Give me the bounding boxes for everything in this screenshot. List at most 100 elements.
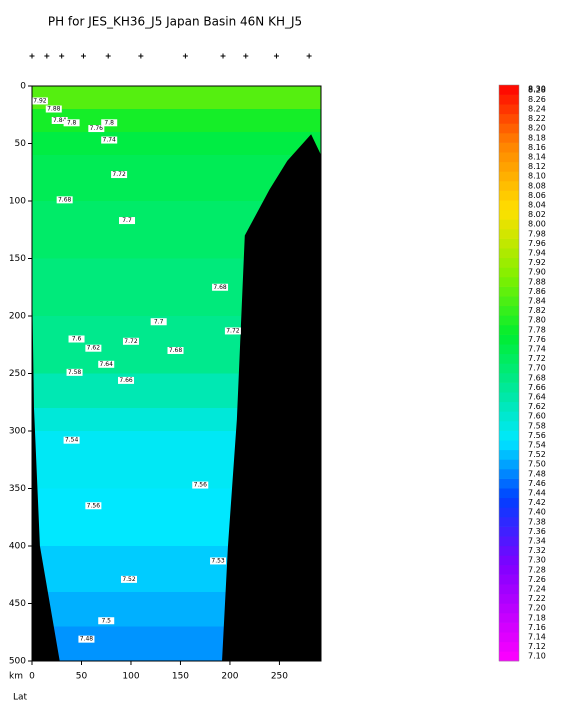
- colorbar-label: 7.28: [528, 565, 546, 574]
- contour-label: 7.68: [58, 196, 72, 203]
- contour-label-box: [85, 344, 102, 352]
- contour-label: 7.52: [122, 576, 136, 583]
- colorbar-segment: [499, 574, 519, 585]
- colorbar-segment: [499, 373, 519, 383]
- contour-label: 7.84: [53, 117, 67, 124]
- colorbar-label: 7.48: [528, 469, 546, 478]
- y-tick-label: 450: [9, 599, 26, 609]
- contour-label-box: [56, 196, 73, 204]
- colorbar-segment: [499, 277, 519, 287]
- contour-label: 7.88: [47, 106, 61, 113]
- x-tick-label: 50: [76, 672, 88, 682]
- colorbar-segment: [499, 411, 519, 422]
- colorbar-label: 7.62: [528, 402, 546, 411]
- x-tick-label: 100: [122, 672, 139, 682]
- contour-label: 7.54: [65, 437, 79, 444]
- contour-label-box: [224, 327, 241, 335]
- contour-label-box: [98, 617, 115, 625]
- colorbar-label: 7.66: [528, 383, 546, 392]
- colorbar-segment: [499, 104, 519, 115]
- colorbar-label: 8.20: [528, 124, 546, 133]
- contour-label-box: [45, 105, 62, 113]
- colorbar-segment: [499, 440, 519, 451]
- colorbar-segment: [499, 421, 519, 431]
- colorbar-segment: [499, 334, 519, 345]
- colorbar-segment: [499, 382, 519, 393]
- colorbar-label: 8.22: [528, 114, 546, 123]
- y-tick-label: 150: [9, 254, 26, 264]
- colorbar-label: 7.46: [528, 479, 546, 488]
- contour-label-box: [51, 117, 68, 124]
- contour-label: 7.72: [112, 171, 126, 178]
- colorbar-label: 8.08: [528, 181, 546, 190]
- colorbar-segment: [499, 286, 519, 297]
- contour-label-box: [63, 119, 80, 127]
- seafloor: [222, 134, 321, 661]
- ph-band: [32, 86, 321, 110]
- x-tick-label: 0: [29, 672, 35, 682]
- y-tick-label: 400: [9, 542, 26, 552]
- colorbar-segment: [499, 641, 519, 652]
- colorbar-segment: [499, 497, 519, 508]
- contour-label-box: [88, 125, 105, 133]
- contour-label-box: [63, 436, 80, 444]
- colorbar-segment: [499, 161, 519, 172]
- colorbar-label: 7.42: [528, 498, 546, 507]
- colorbar-segment: [499, 171, 519, 182]
- contour-label-box: [68, 335, 85, 343]
- colorbar-label: 7.64: [528, 393, 546, 402]
- colorbar-segment: [499, 603, 519, 614]
- contour-label: 7.6: [72, 336, 82, 343]
- colorbar-label: 7.86: [528, 287, 546, 296]
- contour-label-box: [101, 136, 118, 144]
- colorbar-segment: [499, 209, 519, 220]
- colorbar-segment: [499, 229, 519, 239]
- colorbar-label: 7.26: [528, 575, 546, 584]
- colorbar-label: 7.76: [528, 335, 546, 344]
- contour-label: 7.92: [33, 97, 47, 104]
- colorbar-segment: [499, 545, 519, 556]
- contour-label: 7.62: [87, 345, 101, 352]
- colorbar-label: 7.92: [528, 258, 546, 267]
- colorbar-segment: [499, 94, 519, 105]
- contour-label-box: [85, 502, 102, 510]
- colorbar-segment: [499, 181, 519, 191]
- y-tick-label: 50: [15, 139, 27, 149]
- colorbar-label: 7.72: [528, 354, 546, 363]
- colorbar-segment: [499, 353, 519, 364]
- colorbar-segment: [499, 296, 519, 307]
- colorbar-frame: [498, 84, 520, 662]
- ph-band: [32, 132, 321, 156]
- contour-label-box: [167, 347, 184, 354]
- colorbar-segment: [499, 142, 519, 153]
- colorbar-label: 7.88: [528, 277, 546, 286]
- contour-label: 7.7: [122, 217, 132, 224]
- contour-label: 7.68: [169, 347, 183, 354]
- contour-label-box: [122, 337, 139, 345]
- contour-label: 7.48: [80, 636, 94, 643]
- colorbar-label: 7.84: [528, 297, 546, 306]
- colorbar-label: 7.54: [528, 441, 546, 450]
- contour-label-box: [210, 557, 227, 565]
- colorbar-label: 7.10: [528, 652, 546, 661]
- colorbar-segment: [499, 613, 519, 623]
- colorbar-label: 7.82: [528, 306, 546, 315]
- colorbar-label: 8.00: [528, 220, 546, 229]
- colorbar-label: 8.06: [528, 191, 546, 200]
- colorbar-segment: [499, 478, 519, 489]
- contour-label-box: [101, 119, 118, 127]
- colorbar-segment: [499, 325, 519, 335]
- contour-label-box: [150, 318, 167, 326]
- colorbar-segment: [499, 459, 519, 470]
- x-axis-label: km: [9, 672, 23, 682]
- colorbar-segment: [499, 430, 519, 441]
- colorbar-segment: [499, 469, 519, 479]
- colorbar-segment: [499, 267, 519, 278]
- colorbar-label: 7.50: [528, 460, 546, 469]
- colorbar-segment: [499, 113, 519, 124]
- colorbar-segment: [499, 344, 519, 355]
- contour-label: 7.64: [100, 361, 114, 368]
- contour-label-box: [120, 575, 137, 583]
- contour-label-box: [118, 376, 135, 384]
